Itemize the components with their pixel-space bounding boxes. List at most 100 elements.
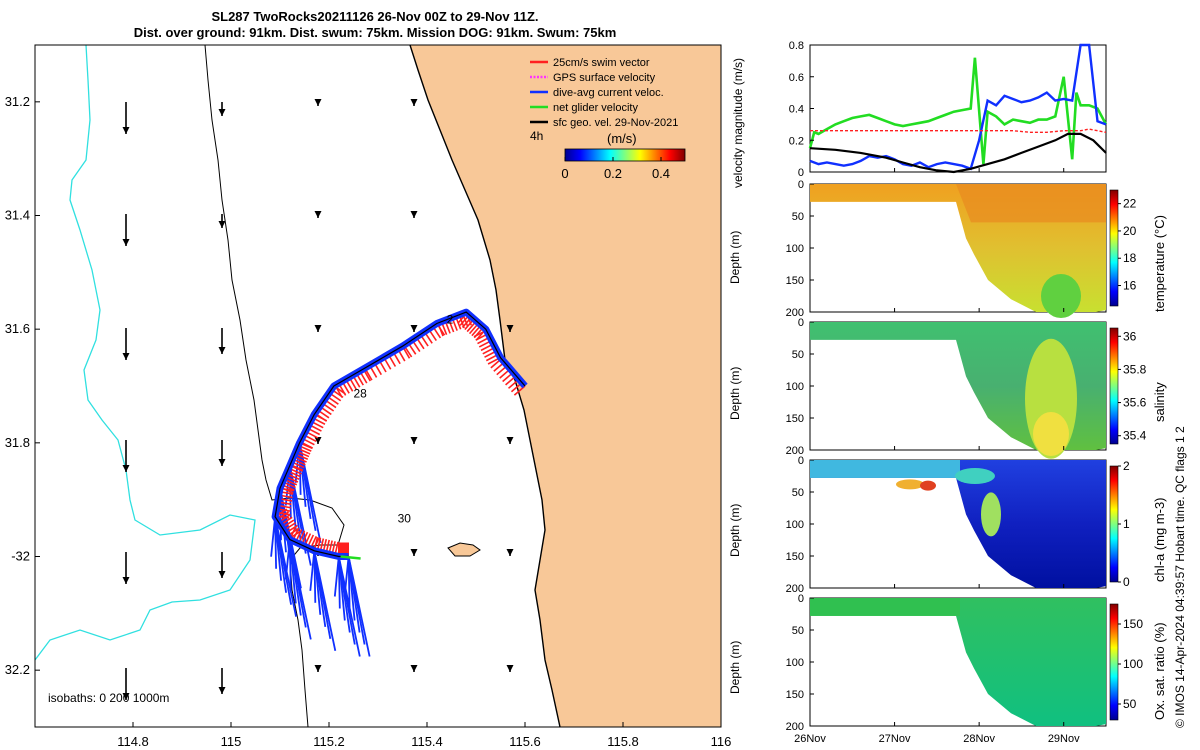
day-label-28: 28 <box>354 386 368 400</box>
legend-geo-label: sfc geo. vel. 29-Nov-2021 <box>553 117 678 129</box>
chl-subsurface-max <box>981 492 1001 537</box>
geo-arrowhead <box>314 437 322 444</box>
section-data-region <box>810 460 1106 588</box>
section-colorbar <box>1109 603 1119 721</box>
section-ytick-label: 100 <box>786 519 804 531</box>
map-axes: 114.8 115 115.2 115.4 115.6 115.8 116 31.2 31.4 3… <box>5 94 732 749</box>
velocity-ytick-label: 0.4 <box>789 104 804 116</box>
warm-surface-layer <box>956 184 1106 223</box>
geo-arrowhead <box>506 325 514 332</box>
net-velocity-vector <box>340 555 361 560</box>
section-ytick-label: 150 <box>786 551 804 563</box>
colorbar-tick-label: 20 <box>1123 224 1137 238</box>
section-data-region <box>810 598 1106 726</box>
colorbar-tick-label: 0.4 <box>652 166 670 181</box>
chlorophyll-section-panel: 0 50 100 150 200 0 1 2 <box>786 455 1130 595</box>
glider-track <box>270 308 528 657</box>
chlorophyll-ylabel: Depth (m) <box>728 503 742 557</box>
section-ytick-label: 150 <box>786 689 804 701</box>
oxy-surface-layer <box>810 598 960 616</box>
section-ytick-label: 150 <box>786 413 804 425</box>
date-tick-label: 27Nov <box>879 733 911 745</box>
salinity-section-panel: 0 50 100 150 200 35.4 35.6 35.8 36 <box>786 317 1147 459</box>
geo-arrowhead <box>218 221 226 228</box>
legend-net-label: net glider velocity <box>553 102 638 114</box>
section-ytick-label: 150 <box>786 275 804 287</box>
velocity-ytick-label: 0 <box>798 167 804 179</box>
temperature-colorbar-label: temperature (°C) <box>1152 215 1167 312</box>
colorbar-tick-label: 50 <box>1123 697 1137 711</box>
cool-water-core <box>1041 274 1081 318</box>
velocity-ylabel: velocity magnitude (m/s) <box>731 57 745 188</box>
section-colorbar <box>1109 189 1119 307</box>
oxygen-colorbar-label: Ox. sat. ratio (%) <box>1152 622 1167 720</box>
isobath-1000m <box>35 45 256 661</box>
salinity-max <box>1033 412 1069 456</box>
geo-arrowhead <box>410 437 418 444</box>
chlorophyll-colorbar-label: chl-a (mg m-3) <box>1152 497 1167 582</box>
section-ytick-label: 100 <box>786 381 804 393</box>
glider-path <box>274 311 526 558</box>
geo-arrowhead <box>122 127 130 134</box>
geo-arrowhead <box>314 211 322 218</box>
geo-arrowhead <box>314 665 322 672</box>
velocity-ytick-label: 0.2 <box>789 135 804 147</box>
date-tick-label: 26Nov <box>794 733 826 745</box>
geo-arrowhead <box>506 437 514 444</box>
section-ytick-label: 50 <box>792 625 804 637</box>
figure-title-line1: SL287 TwoRocks20211126 26-Nov 00Z to 29-… <box>211 9 539 24</box>
land-mass <box>410 45 721 727</box>
velocity-series-2 <box>810 128 1107 133</box>
colorbar-tick-label: 35.4 <box>1123 429 1147 443</box>
geo-arrowhead <box>218 687 226 694</box>
map-frame <box>34 44 722 728</box>
time-step-label: 4h <box>530 129 543 143</box>
map-xtick-label: 115.2 <box>313 734 345 749</box>
geo-arrowhead <box>506 549 514 556</box>
geo-arrowhead <box>122 353 130 360</box>
section-ytick-label: 50 <box>792 211 804 223</box>
geostrophic-arrows <box>122 99 514 700</box>
dive-current-vector <box>347 556 371 657</box>
dive-current-vector <box>298 442 322 544</box>
geo-arrowhead <box>410 99 418 106</box>
map-ytick-label: 31.4 <box>5 208 30 223</box>
speed-colorbar: 0 0.2 0.4 <box>561 148 686 181</box>
section-ytick-label: 0 <box>798 593 804 605</box>
date-tick-label: 29Nov <box>1048 733 1080 745</box>
oxygen-ylabel: Depth (m) <box>728 640 742 694</box>
colorbar-tick-label: 22 <box>1123 197 1137 211</box>
chl-patch-2 <box>955 468 995 484</box>
map-ytick-label: 31.2 <box>5 94 30 109</box>
geo-arrowhead <box>218 571 226 578</box>
copyright-note: © IMOS 14-Apr-2024 04:39:57 Hobart time.… <box>1173 426 1187 728</box>
geo-arrowhead <box>122 239 130 246</box>
section-ytick-label: 0 <box>798 455 804 467</box>
section-colorbar <box>1109 465 1119 583</box>
colorbar-tick-label: 35.6 <box>1123 396 1147 410</box>
section-colorbar <box>1109 327 1119 445</box>
colorbar-tick-label: 16 <box>1123 279 1137 293</box>
date-tick-label: 28Nov <box>963 733 995 745</box>
day-label-30: 30 <box>398 511 412 525</box>
map-xtick-label: 115 <box>221 734 242 749</box>
map-ytick-label: 31.6 <box>5 321 30 336</box>
geo-arrowhead <box>122 577 130 584</box>
oxygen-section-panel: 0 50 100 150 200 50 100 150 26Nov 27Nov 28Nov 29Nov <box>786 593 1144 745</box>
salinity-colorbar-label: salinity <box>1152 382 1167 422</box>
geo-arrowhead <box>410 211 418 218</box>
colorbar-tick-label: 0.2 <box>604 166 622 181</box>
temperature-section-panel: 0 50 100 150 200 16 18 20 22 <box>786 179 1137 319</box>
map-xtick-label: 115.4 <box>411 734 443 749</box>
map-ytick-label: 32.2 <box>5 662 30 677</box>
velocity-series-0 <box>808 57 1108 165</box>
geo-arrowhead <box>218 347 226 354</box>
colorbar-tick-label: 35.8 <box>1123 362 1147 376</box>
chl-surface-layer <box>810 460 960 478</box>
geo-arrowhead <box>122 465 130 472</box>
velocity-series-1 <box>809 43 1107 171</box>
colorbar-tick-label: 0 <box>1123 575 1130 589</box>
colorbar-tick-label: 0 <box>561 166 568 181</box>
colorbar-unit-label: (m/s) <box>607 131 637 146</box>
colorbar-tick-label: 1 <box>1123 517 1130 531</box>
